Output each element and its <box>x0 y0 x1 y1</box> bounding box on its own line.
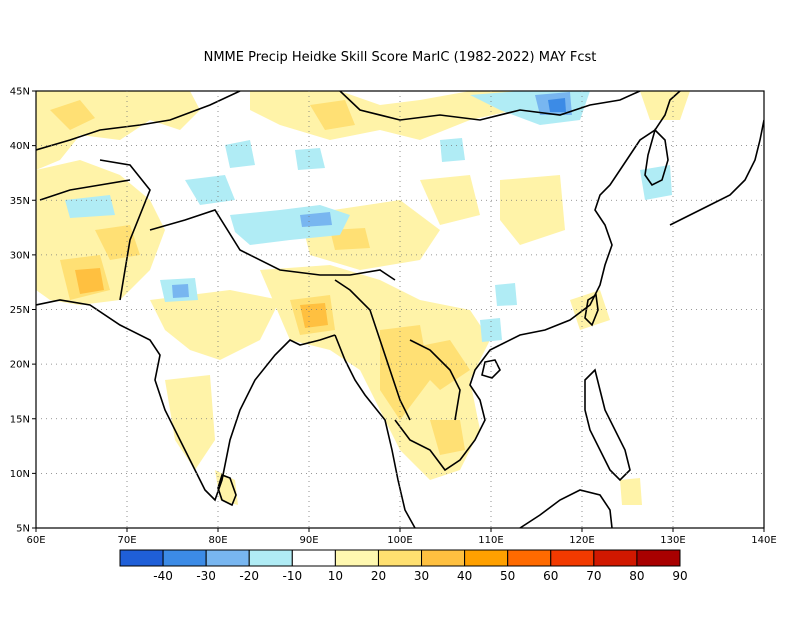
shade-region <box>548 98 566 112</box>
lon-tick-label: 130E <box>660 535 685 546</box>
lon-tick-label: 110E <box>478 535 503 546</box>
lat-tick-label: 45N <box>10 87 30 98</box>
colorbar-swatch <box>291 549 336 567</box>
colorbar-label: -10 <box>283 569 303 583</box>
colorbar-swatch <box>636 549 681 567</box>
coastline-taiwan <box>584 293 599 327</box>
shade-region <box>480 318 502 342</box>
shade-region <box>185 175 235 205</box>
colorbar-swatch <box>248 549 293 567</box>
colorbar-label: -40 <box>153 569 173 583</box>
colorbar-label: 20 <box>371 569 386 583</box>
map-title: NMME Precip Heidke Skill Score MarIC (19… <box>203 50 597 65</box>
colorbar-label: 70 <box>586 569 601 583</box>
shade-region <box>65 195 115 218</box>
lon-tick-label: 100E <box>387 535 412 546</box>
coastline-philippines <box>584 368 631 482</box>
shade-region <box>430 420 465 455</box>
colorbar-label: 10 <box>328 569 343 583</box>
colorbar-label: 60 <box>543 569 558 583</box>
lat-tick-label: 10N <box>10 469 30 480</box>
colorbar-label: 30 <box>414 569 429 583</box>
coastline-hainan <box>481 359 501 379</box>
border-mongolia <box>339 91 641 121</box>
shade-region <box>570 290 610 330</box>
lon-ticks: 60E 70E 80E 90E 100E 110E 120E 130E 140E <box>26 528 777 546</box>
lon-tick-label: 80E <box>208 535 227 546</box>
shade-region <box>310 100 355 130</box>
colorbar-label: 50 <box>500 569 515 583</box>
colorbar-swatch <box>550 549 595 567</box>
lon-tick-label: 120E <box>569 535 594 546</box>
shade-region <box>165 375 215 470</box>
colorbar-label: -20 <box>239 569 259 583</box>
lat-tick-label: 30N <box>10 250 30 261</box>
border-pakistan <box>99 159 151 301</box>
shade-region <box>295 148 325 170</box>
colorbar-swatch <box>464 549 509 567</box>
lon-tick-label: 90E <box>299 535 318 546</box>
shade-region <box>300 212 332 227</box>
lat-tick-label: 35N <box>10 196 30 207</box>
colorbar-label: 90 <box>672 569 687 583</box>
colorbar-swatch <box>119 549 164 567</box>
colorbar-swatch <box>205 549 250 567</box>
shade-region <box>500 175 565 245</box>
shade-region <box>75 268 104 294</box>
colorbar-swatch <box>377 549 423 567</box>
coastlines <box>36 91 764 528</box>
lon-tick-label: 140E <box>751 535 776 546</box>
lat-tick-label: 25N <box>10 305 30 316</box>
colorbar: -40 -30 -20 -10 10 20 30 40 50 60 70 80 90 <box>119 549 688 583</box>
colorbar-swatch <box>162 549 207 567</box>
shade-region <box>440 138 465 162</box>
border-myanmar <box>334 279 411 421</box>
border-tibet <box>149 209 396 281</box>
border-afghanistan <box>39 179 131 201</box>
colorbar-swatch <box>334 549 379 567</box>
shade-region <box>640 91 690 120</box>
lon-tick-label: 60E <box>26 535 45 546</box>
colorbar-swatch <box>507 549 552 567</box>
colorbar-swatch <box>421 549 466 567</box>
shade-region <box>150 290 280 360</box>
lat-tick-label: 15N <box>10 414 30 425</box>
colorbar-label: -30 <box>196 569 216 583</box>
shade-region <box>225 140 255 168</box>
shade-region <box>300 303 328 328</box>
coastline-borneo <box>519 489 613 528</box>
shade-region <box>172 284 189 298</box>
shade-region <box>495 283 517 306</box>
coastline-korea <box>644 128 669 187</box>
lat-tick-label: 5N <box>16 524 30 535</box>
shade-region <box>400 340 470 390</box>
colorbar-label: 80 <box>629 569 644 583</box>
coastline-sri-lanka <box>217 473 237 507</box>
border-indochina <box>409 339 461 421</box>
lon-tick-label: 70E <box>117 535 136 546</box>
border-north <box>36 91 241 151</box>
coastline-se-asia <box>334 334 501 528</box>
coastline-japan <box>669 119 764 226</box>
shade-region <box>420 175 480 225</box>
skill-shading <box>36 91 690 505</box>
colorbar-swatch <box>593 549 638 567</box>
colorbar-label: 40 <box>457 569 472 583</box>
coastline-india <box>36 299 336 502</box>
lat-tick-label: 40N <box>10 141 30 152</box>
shade-region <box>36 91 200 170</box>
lat-ticks: 5N 10N 15N 20N 25N 30N 35N 40N 45N <box>10 87 36 535</box>
lat-tick-label: 20N <box>10 360 30 371</box>
shade-region <box>620 478 642 505</box>
shade-region <box>50 100 95 130</box>
